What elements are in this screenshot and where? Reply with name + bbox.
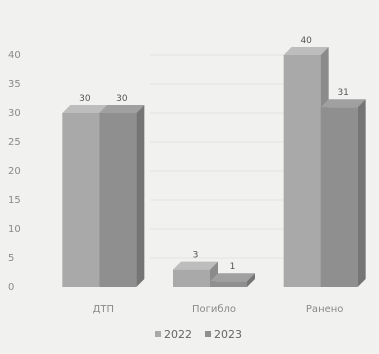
bar-side [136,105,145,287]
legend-swatch [155,331,161,337]
y-tick-label: 25 [8,137,21,148]
category-label: Погибло [192,304,236,315]
bar-top [62,105,108,113]
bar-top [99,105,145,113]
bar-top [320,99,366,108]
data-label: 3 [193,251,199,261]
category-label: Ранено [306,304,344,315]
bar [210,281,247,287]
bar-top [173,261,218,270]
bar [283,55,321,287]
bar-side [357,99,366,287]
data-label: 30 [116,94,128,104]
y-tick-label: 20 [8,166,21,177]
bar [173,269,210,287]
y-tick-label: 10 [8,224,21,235]
y-tick-label: 35 [8,79,21,90]
category-label: ДТП [93,304,114,315]
bar-side [247,273,255,287]
bar-top [210,273,255,282]
bar [99,113,137,287]
bar [62,113,100,287]
data-label: 30 [79,94,91,104]
data-label: 1 [230,262,236,272]
legend-swatch [205,331,211,337]
y-tick-label: 0 [8,282,14,293]
legend-label: 2023 [214,328,242,341]
data-label: 40 [300,36,312,46]
bar-top [283,47,329,55]
data-label: 31 [337,88,348,98]
y-tick-label: 40 [8,50,21,61]
y-tick-label: 15 [8,195,21,206]
legend-label: 2022 [164,328,192,341]
bar [320,107,358,287]
y-tick-label: 5 [8,253,14,264]
y-tick-label: 30 [8,108,21,119]
